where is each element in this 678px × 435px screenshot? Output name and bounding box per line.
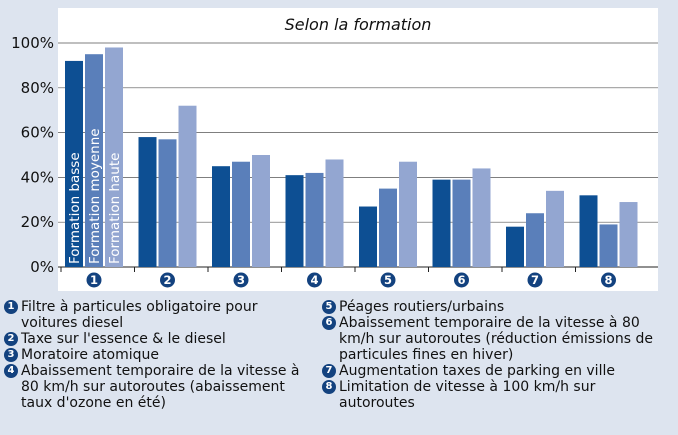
series-label: Formation basse [67,152,83,264]
bar [305,172,324,267]
legend-number-badge: 4 [4,364,18,378]
bar [359,206,377,267]
series-label: Formation moyenne [87,128,103,264]
bar [452,179,471,267]
legend-item: 2 Taxe sur l'essence & le diesel [4,331,314,347]
x-tick-label: 6 [457,273,465,287]
bar [285,175,304,267]
bar [579,195,598,267]
legend-item: 8 Limitation de vitesse à 100 km/h sur au… [322,379,672,411]
legend-item: 4 Abaissement temporaire de la vitesse à … [4,363,314,411]
category-badge [86,272,102,288]
legend-item: 1 Filtre à particules obligatoire pour vo… [4,299,314,331]
bar [432,179,451,267]
bar [325,159,344,267]
chart-panel: Selon la formation Formation basse Formati… [58,8,658,291]
y-tick-label: 60% [21,124,54,142]
bar [399,161,417,267]
bar [178,105,197,267]
bar [158,139,177,267]
bar [526,213,544,267]
y-tick-label: 20% [21,213,54,231]
y-axis: 0% 20% 40% 60% 80% 100% [11,34,54,276]
category-badge [233,272,249,288]
legend-number-badge: 8 [322,380,336,394]
y-tick-label: 100% [11,34,54,52]
category-badge [601,272,616,288]
category-badge [380,272,396,288]
legend-text: Moratoire atomique [21,347,159,363]
bar [472,168,491,267]
legend-item: 7 Augmentation taxes de parking en ville [322,363,672,379]
legend: 1 Filtre à particules obligatoire pour vo… [0,299,678,435]
legend-number-badge: 3 [4,348,18,362]
bar [65,60,83,267]
x-tick-label: 7 [531,273,539,287]
bar [546,190,564,267]
legend-item: 6 Abaissement temporaire de la vitesse à … [322,315,672,363]
legend-item: 3 Moratoire atomique [4,347,314,363]
legend-text: Limitation de vitesse à 100 km/h sur aut… [339,379,596,411]
legend-item: 5 Péages routiers/urbains [322,299,672,315]
y-tick-label: 80% [21,79,54,97]
category-badge [160,272,175,288]
category-badge [307,272,322,288]
bar [619,202,638,267]
bar [212,166,230,267]
x-tick-label: 4 [310,273,318,287]
x-tick-label: 1 [90,273,98,287]
bar [506,226,524,267]
x-tick-label: 3 [237,273,245,287]
series-label: Formation haute [107,153,123,264]
legend-number-badge: 1 [4,300,18,314]
legend-number-badge: 6 [322,316,336,330]
bar [138,137,157,267]
legend-right-column: 5 Péages routiers/urbains 6 Abaissement tem… [322,299,672,411]
legend-text: Filtre à particules obligatoire pour voi… [21,299,258,331]
category-badge [454,272,469,288]
legend-text: Taxe sur l'essence & le diesel [21,331,226,347]
x-tick-label: 8 [604,273,612,287]
legend-text: Péages routiers/urbains [339,299,505,315]
legend-text: Abaissement temporaire de la vitesse à 8… [21,363,300,411]
bar [599,224,618,267]
bar [232,161,250,267]
x-tick-label: 2 [163,273,171,287]
legend-text: Augmentation taxes de parking en ville [339,363,615,379]
legend-number-badge: 2 [4,332,18,346]
y-tick-label: 40% [21,168,54,186]
legend-number-badge: 7 [322,364,336,378]
chart-title: Selon la formation [285,15,432,34]
bar [85,54,103,268]
bar [105,47,123,268]
category-badge [527,272,543,288]
legend-left-column: 1 Filtre à particules obligatoire pour vo… [4,299,314,411]
y-tick-label: 0% [30,258,54,276]
legend-number-badge: 5 [322,300,336,314]
legend-text: Abaissement temporaire de la vitesse à 8… [339,315,653,363]
bar [252,155,270,267]
x-tick-label: 5 [384,273,392,287]
bar [379,188,397,267]
